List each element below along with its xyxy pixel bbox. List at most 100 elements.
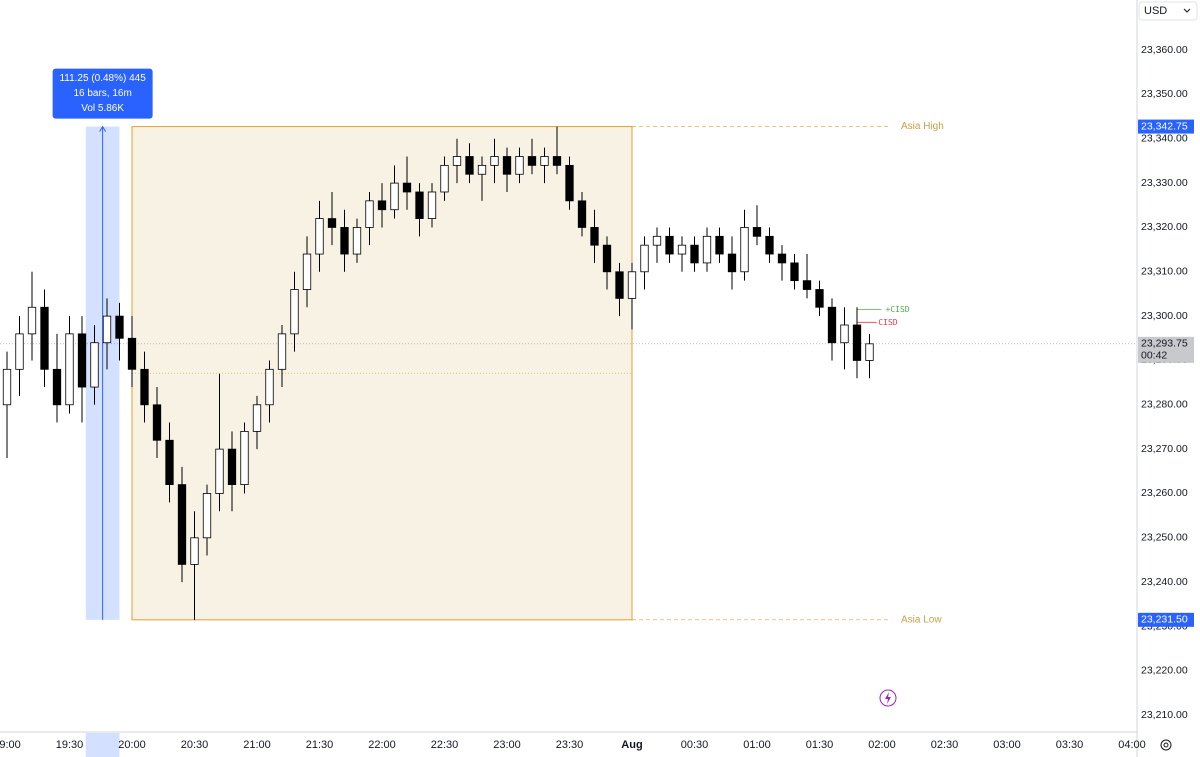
y-tick-label: 23,280.00 [1141,399,1188,411]
candle-body [252,404,262,432]
price-badge [1138,612,1194,627]
candle-body [640,244,649,273]
candle-body [77,333,87,388]
candle-body [2,368,12,406]
price-badge [1138,119,1194,134]
x-tick-label: 03:30 [1056,739,1084,751]
candle-body [740,227,749,273]
y-tick-label: 23,210.00 [1141,709,1188,721]
plot-area: Asia High Asia Low 111.25 (0.48%) 445 16 ba… [0,68,1137,625]
candle-body [40,306,49,370]
y-tick-label: 23,260.00 [1141,487,1188,499]
price-axis-bg [1137,0,1200,757]
candle-body [365,200,374,228]
candle-body [527,156,537,166]
measure-text: Vol 5.86K [81,103,124,114]
cisd-label: -CISD [874,318,898,327]
x-tick-label: 04:00 [1118,739,1146,751]
candle-body [627,271,637,299]
y-tick-label: 23,220.00 [1141,665,1188,677]
candle-body [602,244,612,273]
currency: USD [1144,5,1167,17]
candle-body [777,253,787,264]
x-tick-label: 03:00 [993,739,1021,751]
candle-body [840,324,849,344]
candle-body [440,164,449,193]
price-badge-label: 23,231.50 [1141,614,1188,626]
candle-body [515,156,524,175]
candle-body [727,253,737,273]
candle-body [115,315,124,339]
x-tick-label: 21:00 [243,739,271,751]
price-countdown: 00:42 [1141,350,1167,362]
y-tick-label: 23,360.00 [1141,44,1188,56]
settings-button[interactable] [1160,739,1172,751]
candle-body [577,200,587,228]
candle-body [177,484,187,565]
x-tick-label: 02:00 [868,739,896,751]
price-badge [1138,336,1194,363]
cisd-label: +CISD [886,305,910,314]
x-tick-label: 19:30 [56,739,84,751]
currency-selector[interactable]: USD [1138,1,1198,21]
candle-body [402,182,412,193]
candle-body [565,164,574,202]
candle-body [352,227,362,255]
candle-body [27,306,37,335]
y-tick-label: 23,330.00 [1141,177,1188,189]
candle-body [615,271,624,299]
candle-body [652,235,662,246]
candle-body [490,156,499,166]
candle-body [277,333,287,370]
candle-body [465,156,474,175]
candle-body [202,493,212,539]
x-tick-label: 21:30 [306,739,334,751]
candle-body [190,537,199,565]
x-tick-label: 23:00 [493,739,521,751]
candle-body [165,439,174,486]
x-tick-label: 20:30 [181,739,209,751]
candle-body [715,235,724,255]
candle-body [315,218,324,255]
candle-body [427,191,437,219]
candle-body [540,156,549,166]
candle-body [827,306,837,344]
y-tick-label: 23,270.00 [1141,443,1188,455]
candle-body [677,244,687,255]
x-tick-label: 00:30 [681,739,709,751]
x-tick-label: 22:00 [368,739,396,751]
candle-body [815,289,824,308]
candle-body [752,227,762,237]
candle-body [340,227,349,255]
lightning-icon[interactable] [879,689,897,707]
measure-x-highlight [85,733,120,757]
x-tick-label: Aug [621,739,642,751]
y-tick-label: 23,340.00 [1141,133,1188,145]
candle-body [140,368,149,406]
y-tick-label: 23,350.00 [1141,88,1188,100]
candle-body [15,333,24,370]
candle-body [477,164,487,175]
y-tick-label: 23,240.00 [1141,576,1188,588]
candle-body [865,343,874,361]
candle-body [152,404,162,441]
x-tick-label: 20:00 [118,739,146,751]
candle-body [290,289,299,335]
candle-body [452,156,462,166]
measure-text: 16 bars, 16m [73,88,131,99]
price-badge-label: 23,293.75 [1141,338,1188,350]
price-badge-label: 23,342.75 [1141,120,1188,132]
candle-body [790,262,799,282]
x-tick-label: 02:30 [931,739,959,751]
y-tick-label: 23,300.00 [1141,310,1188,322]
candle-body [102,315,112,344]
candle-body [90,342,99,388]
asia-level-label: Asia Low [901,614,942,625]
candle-body [52,368,62,406]
candle-body [552,156,562,166]
candle-body [390,182,399,211]
candle-body [502,156,512,175]
candle-body [327,218,337,228]
measure-tooltip [52,68,153,119]
